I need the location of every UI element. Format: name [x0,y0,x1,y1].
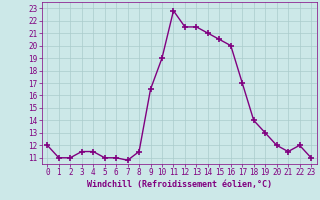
X-axis label: Windchill (Refroidissement éolien,°C): Windchill (Refroidissement éolien,°C) [87,180,272,189]
